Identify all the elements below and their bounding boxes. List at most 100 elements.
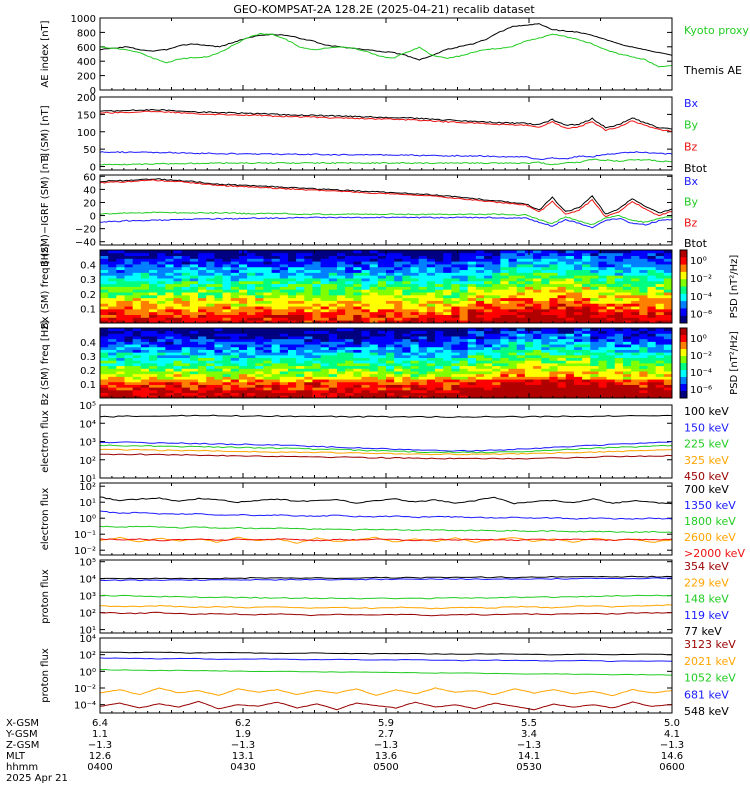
spectrogram-cell (255, 278, 264, 282)
x-axis-value: 6.2 (235, 718, 251, 729)
spectrogram-cell (467, 395, 477, 399)
spectrogram-cell (410, 336, 420, 340)
spectrogram-cell (435, 338, 444, 342)
spectrogram-cell (639, 294, 648, 299)
spectrogram-cell (198, 328, 207, 332)
spectrogram-cell (590, 266, 599, 271)
spectrogram-cell (206, 357, 215, 361)
spectrogram-cell (475, 379, 485, 383)
spectrogram-cell (614, 336, 624, 340)
spectrogram-cell (353, 252, 362, 257)
spectrogram-cell (418, 363, 428, 367)
spectrogram-cell (230, 349, 240, 353)
spectrogram-cell (165, 250, 174, 254)
spectrogram-cell (271, 297, 281, 301)
spectrogram-cell (296, 363, 305, 367)
spectrogram-cell (557, 278, 567, 282)
spectrogram-cell (165, 341, 174, 345)
spectrogram-cell (328, 317, 338, 321)
spectrogram-cell (590, 389, 599, 394)
spectrogram-cell (582, 286, 591, 290)
spectrogram-cell (590, 392, 599, 396)
spectrogram-cell (516, 368, 526, 372)
spectrogram-cell (394, 264, 403, 268)
spectrogram-cell (173, 306, 183, 310)
spectrogram-cell (541, 292, 550, 296)
spectrogram-cell (435, 381, 444, 385)
spectrogram-cell (353, 376, 362, 380)
spectrogram-cell (116, 341, 125, 345)
spectrogram-cell (663, 264, 673, 268)
spectrogram-cell (165, 306, 174, 310)
spectrogram-cell (287, 357, 297, 361)
spectrogram-cell (508, 297, 518, 301)
spectrogram-cell (467, 292, 477, 296)
spectrogram-cell (353, 255, 362, 259)
spectrogram-cell (271, 317, 281, 321)
spectrogram-cell (165, 381, 174, 385)
spectrogram-cell (140, 379, 150, 383)
spectrogram-cell (328, 381, 338, 385)
spectrogram-cell (214, 261, 223, 265)
spectrogram-cell (492, 363, 501, 367)
colorbar-segment (680, 297, 687, 300)
colorbar-segment (680, 354, 687, 357)
spectrogram-cell (647, 275, 657, 279)
spectrogram-cell (230, 389, 240, 394)
spectrogram-cell (198, 278, 207, 282)
spectrogram-cell (386, 341, 395, 345)
spectrogram-cell (165, 297, 174, 301)
spectrogram-cell (386, 278, 395, 282)
spectrogram-cell (606, 289, 616, 293)
spectrogram-cell (369, 280, 379, 285)
spectrogram-cell (598, 330, 608, 334)
spectrogram-cell (582, 278, 591, 282)
spectrogram-cell (655, 376, 665, 380)
spectrogram-cell (108, 392, 117, 396)
spectrogram-cell (402, 352, 411, 356)
spectrogram-cell (369, 357, 379, 361)
spectrogram-cell (320, 278, 330, 282)
spectrogram-cell (606, 336, 616, 340)
spectrogram-cell (565, 338, 575, 342)
colorbar-segment (680, 291, 687, 295)
y-axis-label: Bz (SM) freq [Hz] (40, 320, 51, 405)
spectrogram-cell (467, 269, 477, 273)
spectrogram-cell (361, 333, 371, 337)
spectrogram-cell (214, 266, 223, 271)
spectrogram-cell (320, 308, 330, 313)
spectrogram-cell (484, 395, 493, 399)
spectrogram-cell (549, 303, 558, 307)
spectrogram-cell (124, 392, 134, 396)
spectrogram-cell (320, 297, 330, 301)
spectrogram-cell (484, 338, 493, 342)
spectrogram-cell (108, 384, 117, 388)
spectrogram-cell (230, 278, 240, 282)
spectrogram-cell (622, 317, 632, 321)
spectrogram-cell (484, 264, 493, 268)
spectrogram-cell (247, 389, 256, 394)
spectrogram-cell (238, 275, 248, 279)
spectrogram-cell (606, 261, 616, 265)
spectrogram-cell (459, 333, 469, 337)
spectrogram-cell (279, 333, 289, 337)
spectrogram-cell (377, 289, 387, 293)
spectrogram-cell (631, 341, 640, 345)
spectrogram-cell (271, 308, 281, 313)
spectrogram-cell (116, 357, 125, 361)
spectrogram-cell (565, 354, 575, 359)
spectrogram-cell (328, 371, 338, 375)
spectrogram-cell (451, 272, 460, 276)
spectrogram-cell (361, 261, 371, 265)
spectrogram-cell (116, 314, 125, 318)
spectrogram-cell (140, 328, 150, 332)
spectrogram-cell (189, 303, 199, 307)
spectrogram-cell (238, 266, 248, 271)
spectrogram-cell (533, 286, 542, 290)
spectrogram-cell (508, 336, 518, 340)
spectrogram-cell (410, 389, 420, 394)
spectrogram-cell (149, 297, 158, 301)
spectrogram-cell (124, 352, 134, 356)
spectrogram-cell (410, 363, 420, 367)
legend-item: By (684, 119, 699, 132)
